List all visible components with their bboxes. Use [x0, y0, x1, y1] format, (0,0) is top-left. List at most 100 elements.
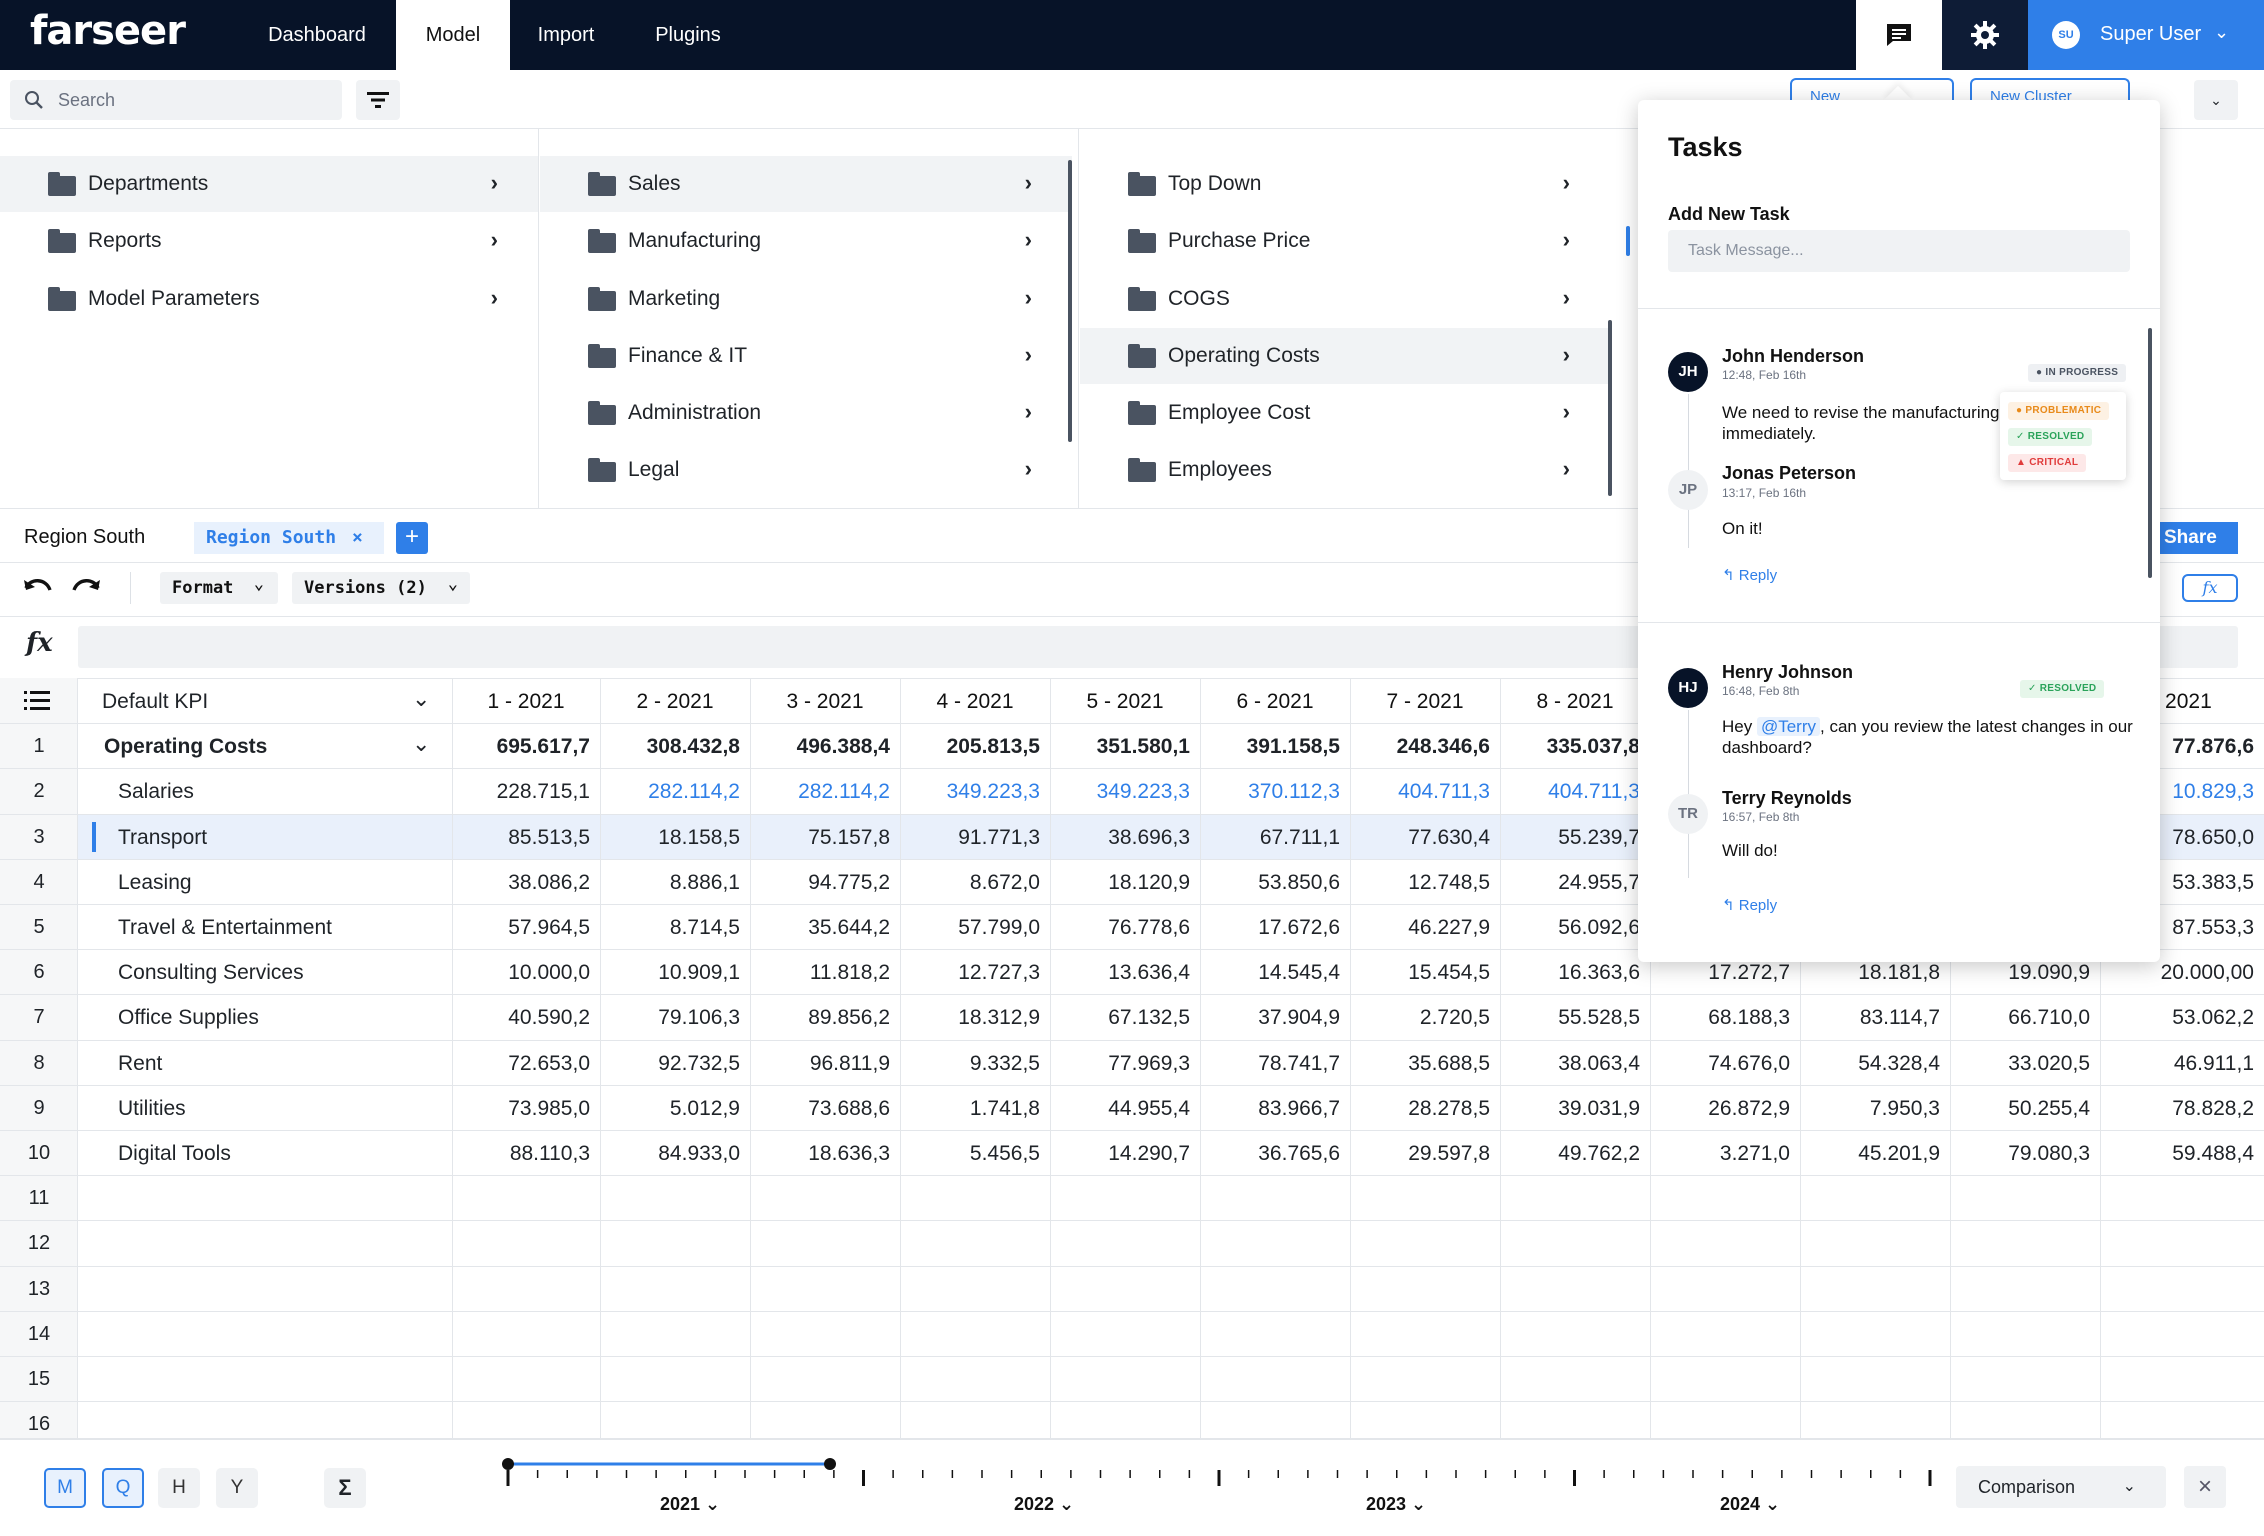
chevron-down-icon[interactable]: ⌄	[412, 731, 431, 757]
row-number[interactable]: 12	[27, 1232, 51, 1255]
redo-button[interactable]	[70, 574, 102, 608]
row-label[interactable]: Consulting Services	[118, 961, 304, 985]
grid-cell[interactable]: 55.239,7	[1558, 825, 1640, 849]
grid-cell[interactable]: 59.488,4	[2172, 1142, 2254, 1165]
folder-item-top-down[interactable]: Top Down ›	[1080, 156, 1610, 212]
grid-cell[interactable]: 77.630,4	[1408, 825, 1490, 849]
row-label[interactable]: Office Supplies	[118, 1006, 259, 1030]
grid-cell[interactable]: 40.590,2	[508, 1006, 590, 1030]
status-option-problematic[interactable]: ● PROBLEMATIC	[2008, 402, 2110, 420]
grid-cell[interactable]: 695.617,7	[496, 735, 590, 759]
grid-cell[interactable]: 78.741,7	[1258, 1051, 1340, 1075]
grid-cell[interactable]: 36.765,6	[1258, 1142, 1340, 1165]
column-header[interactable]: 4 - 2021	[936, 690, 1014, 713]
grid-cell[interactable]: 84.933,0	[658, 1142, 740, 1165]
row-number[interactable]: 4	[33, 870, 45, 893]
grid-cell[interactable]: 66.710,0	[2008, 1006, 2090, 1030]
folder-item-manufacturing[interactable]: Manufacturing ›	[540, 213, 1072, 269]
share-button[interactable]: Share	[2150, 522, 2238, 554]
grid-cell[interactable]: 77.876,6	[2172, 735, 2254, 759]
status-option-critical[interactable]: ▲ CRITICAL	[2008, 454, 2087, 472]
grid-cell[interactable]: 28.278,5	[1408, 1096, 1490, 1120]
versions-dropdown[interactable]: Versions (2) ⌄	[292, 572, 470, 604]
scrollbar[interactable]	[1608, 320, 1612, 496]
grid-cell[interactable]: 404.711,3	[1548, 780, 1640, 804]
folder-item-legal[interactable]: Legal ›	[540, 442, 1072, 498]
grid-cell[interactable]: 78.650,0	[2172, 825, 2254, 849]
grid-cell[interactable]: 38.086,2	[508, 870, 590, 894]
grid-cell[interactable]: 10.909,1	[658, 961, 740, 985]
grid-cell[interactable]: 67.132,5	[1108, 1006, 1190, 1030]
filter-button[interactable]	[356, 80, 400, 120]
column-header[interactable]: 6 - 2021	[1236, 690, 1314, 713]
grid-cell[interactable]: 18.158,5	[658, 825, 740, 849]
grid-cell[interactable]: 17.672,6	[1258, 916, 1340, 939]
grid-cell[interactable]: 35.644,2	[808, 916, 890, 939]
period-month-button[interactable]: M	[44, 1468, 86, 1508]
scrollbar[interactable]	[1068, 160, 1072, 442]
folder-item-model-parameters[interactable]: Model Parameters ›	[0, 271, 538, 327]
grid-cell[interactable]: 308.432,8	[646, 735, 740, 759]
grid-cell[interactable]: 88.110,3	[509, 1142, 590, 1165]
app-logo[interactable]: farseer	[30, 8, 186, 54]
add-filter-button[interactable]: +	[396, 522, 428, 554]
grid-cell[interactable]: 18.312,9	[958, 1006, 1040, 1030]
row-label[interactable]: Salaries	[118, 780, 194, 804]
grid-cell[interactable]: 496.388,4	[796, 735, 890, 759]
column-header[interactable]: 8 - 2021	[1536, 690, 1614, 713]
reply-link[interactable]: ↰ Reply	[1722, 897, 1778, 914]
grid-cell[interactable]: 12.727,3	[958, 961, 1040, 985]
filter-chip[interactable]: Region South ×	[194, 522, 384, 554]
row-label[interactable]: Utilities	[118, 1096, 186, 1120]
grid-cell[interactable]: 29.597,8	[1408, 1142, 1490, 1165]
grid-cell[interactable]: 50.255,4	[2008, 1096, 2090, 1120]
user-menu-button[interactable]: SU Super User ⌄	[2028, 0, 2264, 70]
chevron-down-icon[interactable]: ⌄	[412, 686, 431, 711]
grid-cell[interactable]: 205.813,5	[946, 735, 1040, 759]
grid-cell[interactable]: 370.112,3	[1248, 780, 1340, 804]
undo-button[interactable]	[22, 574, 54, 608]
row-label[interactable]: Digital Tools	[118, 1142, 231, 1165]
row-number[interactable]: 9	[33, 1096, 45, 1119]
grid-cell[interactable]: 5.456,5	[969, 1142, 1040, 1165]
row-number[interactable]: 2	[33, 780, 45, 803]
row-number[interactable]: 10	[27, 1142, 51, 1164]
grid-cell[interactable]: 8.886,1	[669, 870, 740, 894]
grid-cell[interactable]: 8.672,0	[969, 870, 1040, 894]
status-badge[interactable]: ✓ RESOLVED	[2020, 680, 2105, 698]
grid-cell[interactable]: 228.715,1	[496, 780, 590, 804]
grid-cell[interactable]: 38.696,3	[1108, 825, 1190, 849]
grid-cell[interactable]: 349.223,3	[946, 780, 1040, 804]
folder-item-operating-costs[interactable]: Operating Costs ›	[1080, 328, 1610, 384]
grid-cell[interactable]: 20.000,00	[2160, 961, 2254, 985]
folder-item-cogs[interactable]: COGS ›	[1080, 271, 1610, 327]
chat-button[interactable]	[1856, 0, 1942, 70]
grid-cell[interactable]: 10.000,0	[508, 961, 590, 985]
folder-item-purchase-price[interactable]: Purchase Price ›	[1080, 213, 1610, 269]
grid-cell[interactable]: 73.985,0	[508, 1096, 590, 1120]
grid-cell[interactable]: 44.955,4	[1108, 1096, 1190, 1120]
grid-cell[interactable]: 77.969,3	[1108, 1051, 1190, 1075]
reply-link[interactable]: ↰ Reply	[1722, 567, 1778, 584]
grid-cell[interactable]: 13.636,4	[1108, 961, 1190, 985]
period-half-button[interactable]: H	[158, 1468, 200, 1508]
grid-cell[interactable]: 55.528,5	[1558, 1006, 1640, 1030]
search-input[interactable]	[58, 80, 328, 120]
grid-cell[interactable]: 57.964,5	[508, 916, 590, 939]
grid-cell[interactable]: 24.955,7	[1558, 870, 1640, 894]
period-year-button[interactable]: Y	[216, 1468, 258, 1508]
grid-cell[interactable]: 33.020,5	[2008, 1051, 2090, 1075]
grid-cell[interactable]: 35.688,5	[1408, 1051, 1490, 1075]
grid-cell[interactable]: 26.872,9	[1708, 1096, 1790, 1120]
grid-cell[interactable]: 335.037,8	[1546, 735, 1640, 759]
grid-cell[interactable]: 2.720,5	[1419, 1006, 1490, 1030]
row-label[interactable]: Travel & Entertainment	[118, 916, 332, 939]
grid-cell[interactable]: 38.063,4	[1558, 1051, 1640, 1075]
grid-cell[interactable]: 72.653,0	[508, 1051, 590, 1075]
folder-item-departments[interactable]: Departments ›	[0, 156, 538, 212]
row-number[interactable]: 16	[27, 1413, 51, 1436]
grid-cell[interactable]: 5.012,9	[669, 1096, 740, 1120]
status-option-resolved[interactable]: ✓ RESOLVED	[2008, 428, 2093, 446]
grid-cell[interactable]: 54.328,4	[1858, 1051, 1940, 1075]
grid-cell[interactable]: 53.850,6	[1258, 870, 1340, 894]
